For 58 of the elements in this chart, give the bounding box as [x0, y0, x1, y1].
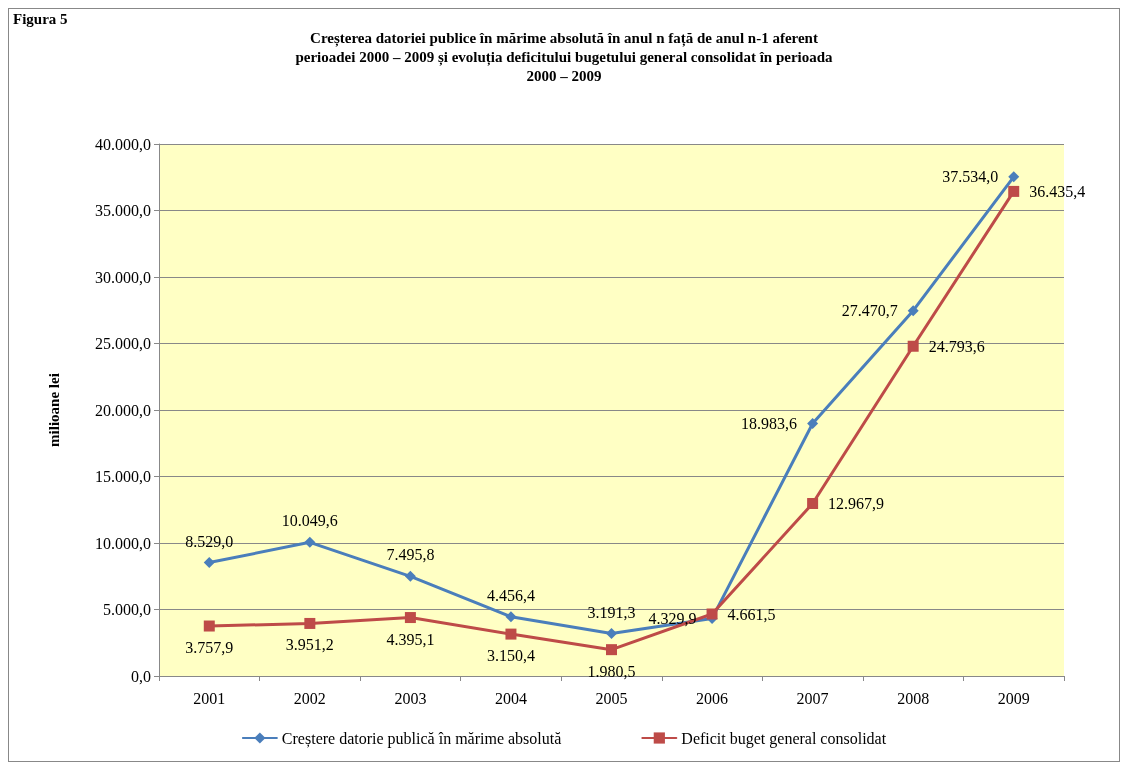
- data-label: 10.049,6: [281, 512, 338, 530]
- x-tick-label: 2003: [394, 689, 427, 707]
- data-label: 4.456,4: [486, 586, 535, 604]
- y-tick-label: 40.000,0: [95, 135, 151, 153]
- point: [203, 620, 215, 632]
- point: [907, 340, 919, 352]
- point: [505, 628, 517, 640]
- point: [907, 305, 919, 317]
- data-label: 8.529,0: [185, 532, 234, 550]
- x-tick-label: 2001: [193, 689, 226, 707]
- data-label: 4.395,1: [386, 630, 435, 648]
- y-tick-label: 20.000,0: [95, 401, 151, 419]
- data-label: 18.983,6: [741, 415, 798, 433]
- x-tick-label: 2007: [796, 689, 829, 707]
- data-label: 27.470,7: [841, 302, 898, 320]
- point: [203, 557, 215, 569]
- y-tick-label: 5.000,0: [103, 601, 151, 618]
- y-tick-label: 30.000,0: [95, 268, 151, 286]
- data-label: 12.967,9: [828, 495, 885, 513]
- point: [807, 498, 819, 510]
- point: [505, 611, 517, 623]
- y-tick-label: 15.000,0: [95, 468, 151, 485]
- x-tick-label: 2002: [293, 689, 326, 707]
- data-label: 3.757,9: [185, 639, 234, 657]
- legend-label: Creștere datorie publică în mărime absolută: [281, 729, 562, 748]
- data-label: 36.435,4: [1029, 182, 1086, 200]
- data-label: 4.661,5: [727, 605, 776, 623]
- chart-title: Creșterea datoriei publice în mărime absolută în anul n față de anul n-1 aferent perioadei 2000 – 2009 și evoluția deficitului bugetului general consolidat în perioada 2000 – 2009: [295, 29, 834, 84]
- point: [807, 418, 819, 430]
- point: [404, 570, 416, 582]
- y-tick-label: 35.000,0: [95, 202, 151, 219]
- x-tick-label: 2006: [696, 689, 729, 707]
- point: [706, 608, 718, 620]
- data-label: 3.951,2: [285, 636, 334, 654]
- point: [606, 644, 617, 656]
- y-tick-label: 25.000,0: [95, 335, 151, 352]
- point: [1008, 185, 1020, 197]
- point: [404, 612, 416, 624]
- y-tick-label: 10.000,0: [95, 534, 151, 552]
- x-tick-label: 2004: [494, 689, 527, 707]
- x-tick-label: 2005: [595, 689, 628, 707]
- text: Figura 5: [13, 10, 68, 27]
- y-axis-title: milioane lei: [45, 373, 62, 447]
- data-label: 24.793,6: [928, 337, 985, 355]
- data-label: 1.980,5: [587, 662, 636, 680]
- point: [304, 617, 316, 629]
- data-label: 37.534,0: [942, 168, 999, 186]
- point: [1008, 171, 1020, 183]
- x-tick-label: 2009: [997, 689, 1030, 707]
- data-label: 3.150,4: [486, 647, 535, 665]
- data-label: 7.495,8: [386, 546, 435, 564]
- data-label: 3.191,3: [587, 603, 636, 621]
- point: [304, 536, 316, 548]
- point: [606, 628, 617, 640]
- data-label: 4.329,9: [648, 609, 697, 627]
- y-tick-label: 0,0: [131, 667, 151, 685]
- legend-label: Deficit buget general consolidat: [681, 729, 887, 748]
- x-tick-label: 2008: [897, 689, 930, 707]
